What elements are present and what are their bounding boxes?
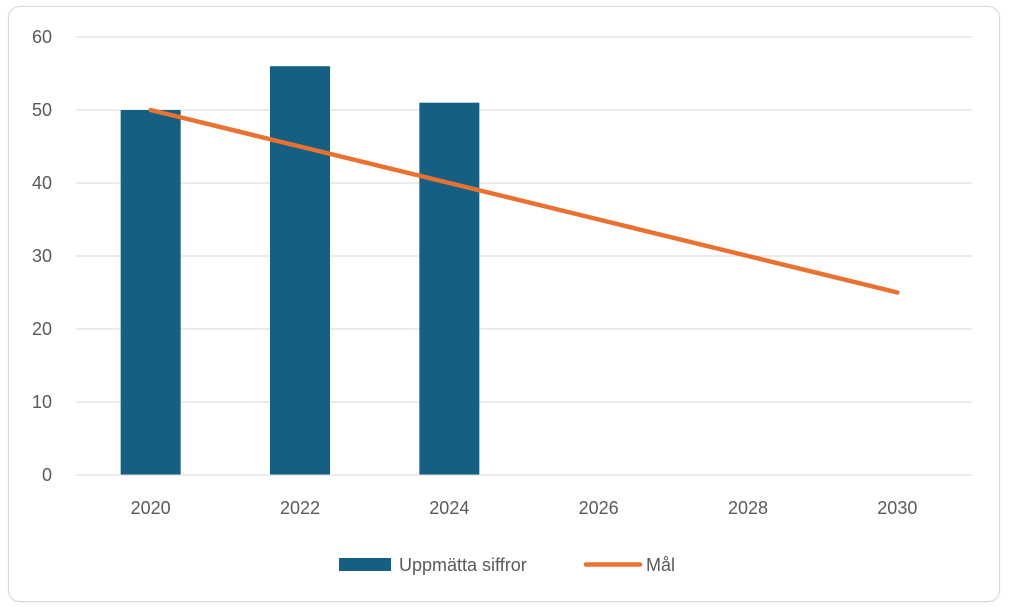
x-tick-label: 2026 <box>579 498 619 518</box>
y-tick-label: 30 <box>32 246 52 266</box>
legend-swatch-uppmatta-siffror <box>339 558 391 571</box>
bar-2022 <box>270 66 330 475</box>
legend: Uppmätta siffror Mål <box>339 555 675 575</box>
y-tick-label: 20 <box>32 319 52 339</box>
x-tick-label: 2020 <box>131 498 171 518</box>
y-tick-label: 60 <box>32 27 52 47</box>
x-tick-label: 2024 <box>429 498 469 518</box>
y-axis-tick-labels: 0 10 20 30 40 50 60 <box>32 27 52 485</box>
bar-series <box>120 66 480 475</box>
y-tick-label: 40 <box>32 173 52 193</box>
x-tick-label: 2028 <box>728 498 768 518</box>
y-tick-label: 10 <box>32 392 52 412</box>
x-axis-tick-labels: 2020 2022 2024 2026 2028 2030 <box>131 498 918 518</box>
line-series <box>148 107 900 295</box>
bar-2020 <box>120 110 181 475</box>
bar-2024 <box>419 102 480 475</box>
x-tick-label: 2030 <box>877 498 917 518</box>
x-tick-label: 2022 <box>280 498 320 518</box>
y-tick-label: 0 <box>42 465 52 485</box>
legend-label-uppmatta-siffror: Uppmätta siffror <box>399 555 527 575</box>
gridlines <box>76 36 972 403</box>
y-tick-label: 50 <box>32 100 52 120</box>
legend-label-mal: Mål <box>646 555 675 575</box>
line-mal <box>148 107 900 295</box>
